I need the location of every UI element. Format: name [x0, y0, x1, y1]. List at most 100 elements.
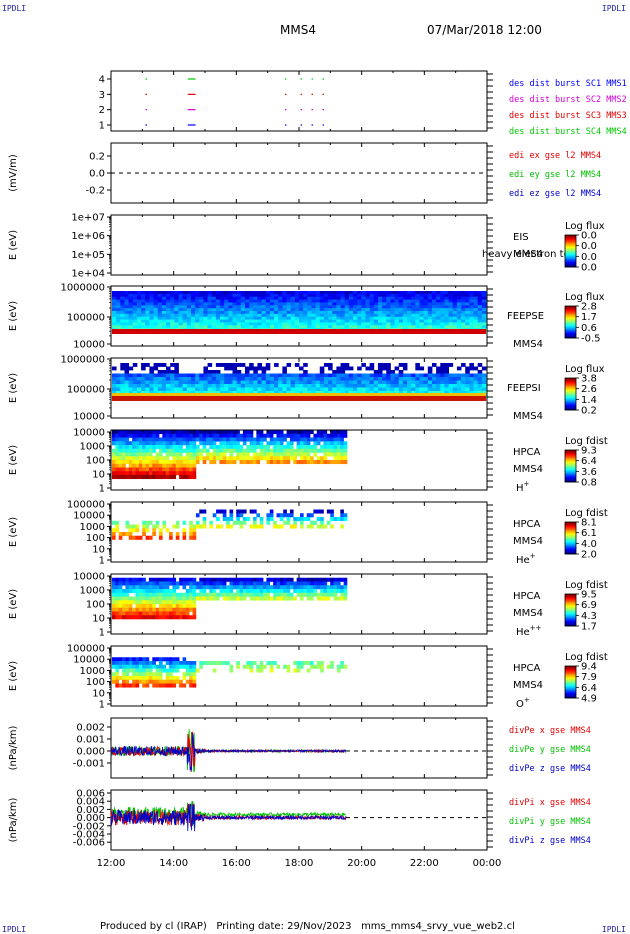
edi-panel-ytick-label: -0.2: [85, 186, 105, 197]
feepsi-cell: [340, 370, 346, 374]
feepse-cell: [120, 305, 125, 309]
hpca-he2-cell: [165, 589, 170, 594]
feepse-cell: [473, 319, 479, 323]
hpca-h-cell: [122, 433, 126, 438]
hpca-h-cell: [259, 433, 264, 438]
feepsi-cell: [153, 391, 159, 395]
hpca-o-cell: [172, 664, 177, 669]
hpca-h-cell: [162, 475, 167, 480]
hpca-h-cell: [115, 460, 120, 465]
feepsi-cell: [448, 363, 454, 367]
hpca-o-cell: [148, 676, 153, 681]
feepsi-cell: [186, 373, 192, 378]
hpca-o-cell: [330, 664, 334, 669]
hpca-he2-cell: [216, 581, 220, 586]
hpca-he2-cell: [289, 596, 294, 601]
feepse-cell: [328, 311, 333, 315]
hpca-he1-cell: [289, 513, 294, 518]
hpca-he2-species-charge: ++: [530, 624, 542, 632]
hpca-o-cell: [313, 664, 318, 669]
feepse-cell: [394, 296, 400, 300]
feepsi-cell: [157, 370, 163, 374]
feepse-cell: [170, 322, 175, 326]
hpca-h-cell: [239, 448, 244, 453]
feepse-cell: [244, 293, 250, 298]
feepse-cell: [228, 313, 233, 318]
hpca-h-cell: [192, 448, 197, 453]
hpca-o-cell: [155, 672, 160, 677]
hpca-he2-colorbar-cell: [565, 600, 576, 603]
feepse-cell: [120, 296, 125, 300]
feepsi-cell: [186, 387, 192, 392]
hpca-he2-cell: [128, 604, 133, 609]
hpca-o-colorbar-cell: [565, 695, 576, 698]
feepsi-cell: [286, 387, 292, 392]
feepse-cell: [357, 313, 362, 318]
feepsi-cell: [390, 370, 395, 374]
feepsi-cell: [344, 384, 350, 388]
hpca-he1-cell: [202, 524, 207, 529]
feepse-colorbar-cell: [565, 330, 576, 332]
feepsi-cell: [431, 363, 437, 367]
feepse-ytick-label: 100000: [67, 313, 105, 324]
hpca-he1-cell: [306, 517, 311, 522]
feepse-cell: [353, 316, 358, 320]
feepsi-cell: [386, 363, 391, 367]
feepse-cell: [386, 316, 391, 320]
hpca-o-cell: [128, 657, 133, 662]
hpca-h-cell: [172, 460, 177, 465]
hpca-h-cell: [283, 433, 287, 438]
hpca-he1-cell: [286, 520, 291, 525]
feepsi-cell: [361, 363, 366, 367]
hpca-he1-cell: [236, 517, 240, 522]
feepse-cell: [336, 311, 341, 315]
feepse-cell: [452, 313, 458, 318]
feepse-cell: [315, 302, 321, 306]
feepse-cell: [377, 291, 383, 295]
hpca-h-cell: [229, 433, 234, 438]
hpca-he2-cell: [306, 592, 311, 597]
feepse-cell: [382, 293, 387, 298]
hpca-he2-cell: [138, 600, 143, 605]
xaxis-tick-label: 16:00: [222, 858, 251, 869]
feepsi-cell: [469, 391, 474, 395]
feepsi-cell: [261, 391, 267, 395]
hpca-he2-cell: [310, 577, 314, 582]
hpca-he2-colorbar-cell: [565, 599, 576, 602]
feepse-cell: [190, 308, 196, 312]
hpca-he1-cell: [293, 524, 297, 529]
hpca-h-cell: [216, 445, 220, 450]
feepse-cell: [315, 293, 321, 298]
hpca-o-cell: [192, 664, 197, 669]
hpca-h-cell: [175, 430, 180, 435]
hpca-he1-cell: [189, 528, 193, 533]
hpca-he2-cell: [199, 581, 203, 586]
hpca-h-cell: [212, 430, 217, 435]
feepse-cell: [166, 291, 171, 295]
feepsi-cell: [444, 387, 449, 392]
hpca-o-cell: [310, 664, 314, 669]
feepse-cell: [153, 299, 159, 303]
hpca-h-cell: [115, 467, 120, 472]
hpca-h-cell: [118, 430, 123, 435]
feepse-cell: [286, 296, 292, 300]
hpca-o-cell: [135, 661, 140, 666]
hpca-o-cell: [330, 661, 334, 666]
feepse-cell: [481, 291, 487, 295]
feepse-cell: [411, 291, 416, 295]
hpca-he2-colorbar-cell: [565, 611, 576, 614]
feepse-cell: [112, 299, 117, 303]
feepsi-cell: [186, 380, 192, 385]
hpca-h-cell: [232, 433, 237, 438]
feepse-cell: [240, 302, 246, 306]
feepse-cell: [244, 299, 250, 303]
hpca-o-ytick-label: 10000: [73, 655, 105, 666]
hpca-he1-cell: [269, 513, 274, 518]
hpca-he2-cell: [330, 585, 334, 590]
feepse-cell: [436, 325, 441, 329]
hpca-h-cell: [340, 456, 344, 461]
feepsi-cell: [207, 373, 213, 378]
feepsi-cell: [473, 366, 479, 371]
feepse-cell: [353, 291, 358, 295]
hpca-o-cell: [192, 668, 197, 673]
